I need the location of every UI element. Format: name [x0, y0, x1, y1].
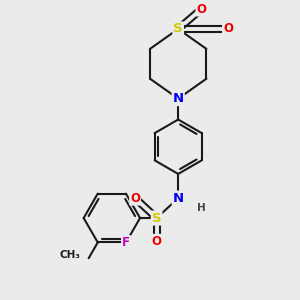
Text: O: O: [152, 235, 162, 248]
Text: N: N: [172, 192, 184, 205]
Text: S: S: [173, 22, 183, 35]
Text: O: O: [223, 22, 233, 35]
Text: O: O: [196, 3, 206, 16]
Text: O: O: [130, 192, 140, 205]
Text: CH₃: CH₃: [60, 250, 81, 260]
Text: S: S: [152, 212, 161, 224]
Text: N: N: [172, 92, 184, 105]
Text: H: H: [197, 203, 206, 213]
Text: F: F: [122, 236, 130, 249]
